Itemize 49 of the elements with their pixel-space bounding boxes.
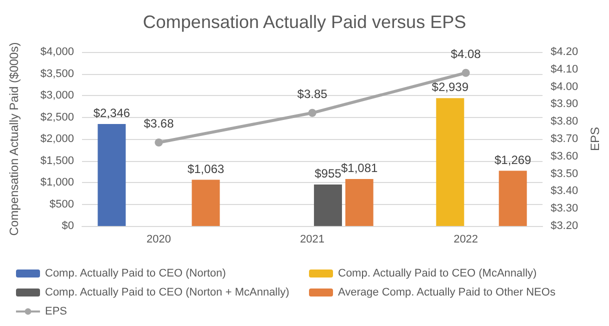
data-label: $1,269 bbox=[494, 152, 532, 167]
y-tick-label: $2,000 bbox=[40, 133, 74, 145]
bar bbox=[98, 124, 126, 226]
bar bbox=[314, 184, 342, 226]
legend-label: Comp. Actually Paid to CEO (Norton + McAnnally) bbox=[45, 286, 290, 298]
y-tick-label: $3,000 bbox=[40, 90, 74, 102]
point bbox=[462, 68, 470, 77]
data-label: $3.85 bbox=[297, 86, 328, 101]
data-label: $2,939 bbox=[432, 80, 469, 94]
data-label: $1,081 bbox=[340, 160, 378, 175]
legend-label: EPS bbox=[45, 306, 68, 318]
y-tick-label: $2,500 bbox=[40, 111, 74, 124]
point bbox=[154, 138, 163, 146]
data-label: $3.68 bbox=[144, 116, 174, 130]
data-label: $4.08 bbox=[450, 46, 482, 61]
legend-label: Average Comp. Actually Paid to Other NEOs bbox=[338, 286, 556, 298]
y-tick-label: $4,000 bbox=[40, 46, 74, 58]
x-tick-label: 2021 bbox=[300, 234, 325, 246]
y2-tick-label: $3.40 bbox=[550, 185, 578, 198]
y2-tick-label: $4.00 bbox=[550, 80, 578, 93]
point bbox=[308, 108, 316, 117]
bar bbox=[436, 98, 464, 226]
data-label: $1,063 bbox=[187, 162, 224, 176]
legend-label: Comp. Actually Paid to CEO (Norton) bbox=[45, 268, 226, 280]
chart-title: Compensation Actually Paid versus EPS bbox=[142, 12, 466, 32]
y-tick-label: $1,000 bbox=[40, 176, 74, 188]
y2-tick-label: $3.70 bbox=[550, 133, 578, 145]
y2-tick-label: $4.10 bbox=[550, 63, 578, 76]
bar bbox=[192, 180, 220, 226]
bar bbox=[345, 178, 374, 226]
y-tick-label: $1,500 bbox=[40, 154, 74, 167]
data-label: $2,346 bbox=[93, 106, 130, 120]
y-tick-label: $500 bbox=[50, 198, 74, 210]
y2-tick-label: $3.50 bbox=[550, 168, 578, 180]
bar bbox=[498, 170, 527, 226]
y2-tick-label: $3.60 bbox=[550, 150, 578, 162]
x-tick-label: 2020 bbox=[146, 234, 172, 246]
y2-tick-label: $3.30 bbox=[550, 202, 578, 215]
y-axis-title: Compensation Actually Paid ($000s) bbox=[7, 42, 21, 236]
y-tick-label: $3,500 bbox=[40, 68, 74, 80]
y2-tick-label: $3.80 bbox=[550, 116, 578, 128]
data-label: $955 bbox=[314, 166, 342, 180]
y2-tick-label: $3.90 bbox=[550, 98, 578, 110]
y2-tick-label: $4.20 bbox=[550, 46, 578, 58]
y2-axis-title: EPS bbox=[588, 126, 602, 152]
legend-label: Comp. Actually Paid to CEO (McAnnally) bbox=[338, 268, 537, 280]
y2-tick-label: $3.20 bbox=[550, 220, 578, 232]
y-tick-label: $0 bbox=[62, 220, 74, 232]
x-tick-label: 2022 bbox=[454, 234, 478, 246]
